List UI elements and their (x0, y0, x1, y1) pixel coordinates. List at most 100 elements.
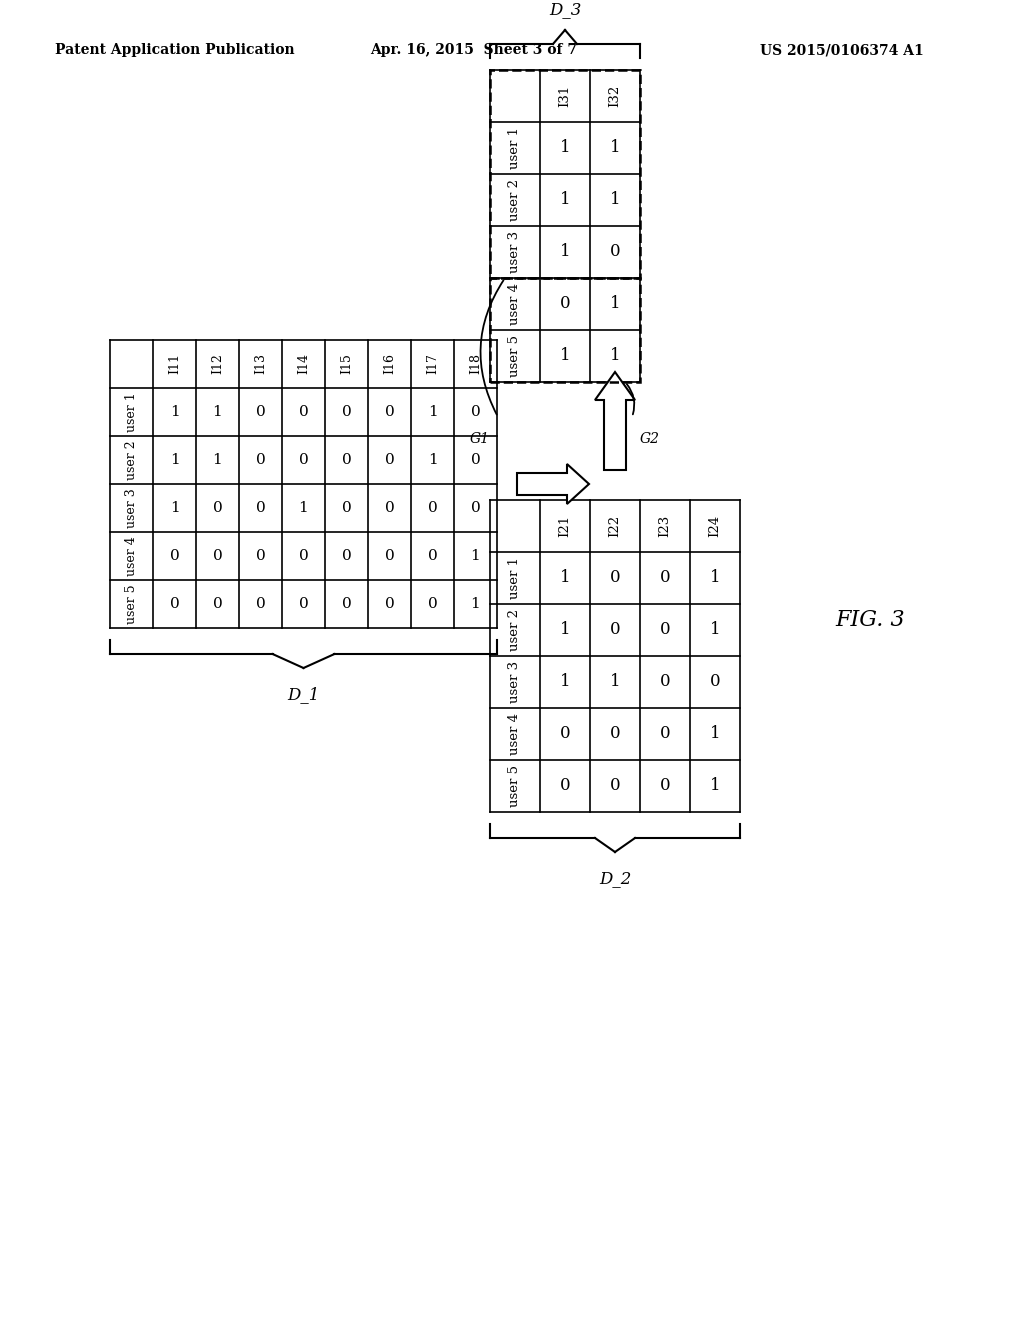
Text: user 1: user 1 (509, 557, 521, 599)
Text: 0: 0 (609, 243, 621, 260)
Text: 1: 1 (609, 673, 621, 690)
Text: 1: 1 (299, 502, 308, 515)
Text: I15: I15 (340, 354, 353, 375)
Text: I32: I32 (608, 84, 622, 107)
Text: I14: I14 (297, 354, 310, 375)
Text: 0: 0 (609, 777, 621, 795)
Text: 0: 0 (385, 453, 394, 467)
Text: Patent Application Publication: Patent Application Publication (55, 44, 295, 57)
Text: 0: 0 (256, 405, 265, 418)
Text: 0: 0 (299, 549, 308, 564)
Text: 1: 1 (213, 453, 222, 467)
Text: 0: 0 (342, 405, 351, 418)
Text: 0: 0 (428, 502, 437, 515)
Bar (490, 279, 640, 381)
Text: user 5: user 5 (509, 766, 521, 807)
Text: D_3: D_3 (549, 1, 582, 18)
Text: user 4: user 4 (125, 536, 138, 576)
Text: 0: 0 (471, 453, 480, 467)
Text: 1: 1 (170, 453, 179, 467)
Text: I16: I16 (383, 354, 396, 375)
Text: D_1: D_1 (288, 686, 319, 704)
Text: 0: 0 (560, 777, 570, 795)
Text: 0: 0 (170, 597, 179, 611)
Text: 1: 1 (609, 140, 621, 157)
Text: user 1: user 1 (125, 392, 138, 432)
Text: 0: 0 (471, 405, 480, 418)
Text: I12: I12 (211, 354, 224, 375)
Text: 1: 1 (170, 502, 179, 515)
Text: user 3: user 3 (509, 231, 521, 273)
Text: 0: 0 (256, 597, 265, 611)
Text: I21: I21 (558, 515, 571, 537)
Text: 1: 1 (710, 777, 720, 795)
Text: 1: 1 (213, 405, 222, 418)
Text: 0: 0 (609, 622, 621, 639)
Text: 0: 0 (342, 502, 351, 515)
Text: 1: 1 (471, 597, 480, 611)
Text: US 2015/0106374 A1: US 2015/0106374 A1 (760, 44, 924, 57)
FancyArrow shape (517, 465, 589, 504)
Text: user 3: user 3 (509, 661, 521, 704)
Text: 0: 0 (299, 405, 308, 418)
Text: 1: 1 (609, 191, 621, 209)
Text: 0: 0 (385, 549, 394, 564)
Text: 0: 0 (428, 597, 437, 611)
Text: 1: 1 (560, 191, 570, 209)
Text: I11: I11 (168, 354, 181, 375)
Text: 0: 0 (342, 453, 351, 467)
Text: 0: 0 (256, 502, 265, 515)
Text: 1: 1 (428, 405, 437, 418)
Text: 0: 0 (609, 726, 621, 742)
Text: 0: 0 (659, 777, 671, 795)
Text: 0: 0 (609, 569, 621, 586)
Text: 1: 1 (710, 569, 720, 586)
Text: I31: I31 (558, 84, 571, 107)
Text: 0: 0 (342, 549, 351, 564)
Text: 0: 0 (299, 597, 308, 611)
Text: 0: 0 (428, 549, 437, 564)
Text: 1: 1 (560, 140, 570, 157)
Text: 1: 1 (560, 243, 570, 260)
Text: 0: 0 (170, 549, 179, 564)
Text: Apr. 16, 2015  Sheet 3 of 7: Apr. 16, 2015 Sheet 3 of 7 (370, 44, 577, 57)
Text: 1: 1 (560, 347, 570, 364)
Text: 0: 0 (385, 597, 394, 611)
Text: 0: 0 (256, 549, 265, 564)
Text: 1: 1 (560, 569, 570, 586)
Text: D_2: D_2 (599, 870, 631, 887)
Text: 1: 1 (560, 622, 570, 639)
Text: 0: 0 (213, 549, 222, 564)
Text: 1: 1 (471, 549, 480, 564)
Text: 0: 0 (710, 673, 720, 690)
Text: 1: 1 (609, 347, 621, 364)
Text: user 5: user 5 (509, 335, 521, 378)
Text: 0: 0 (659, 673, 671, 690)
Text: 0: 0 (560, 726, 570, 742)
Text: user 5: user 5 (125, 585, 138, 624)
Text: 0: 0 (385, 405, 394, 418)
FancyArrow shape (595, 372, 635, 470)
Text: user 2: user 2 (509, 180, 521, 220)
Text: 0: 0 (299, 453, 308, 467)
Text: 1: 1 (609, 296, 621, 313)
Text: FIG. 3: FIG. 3 (836, 609, 905, 631)
Text: I24: I24 (709, 515, 722, 537)
Bar (490, 70, 640, 279)
Text: 0: 0 (471, 502, 480, 515)
Text: user 1: user 1 (509, 127, 521, 169)
Text: 0: 0 (385, 502, 394, 515)
Text: I18: I18 (469, 354, 482, 375)
Text: I13: I13 (254, 354, 267, 375)
Text: user 4: user 4 (509, 282, 521, 325)
Text: user 3: user 3 (125, 488, 138, 528)
Text: user 2: user 2 (509, 609, 521, 651)
Text: user 4: user 4 (509, 713, 521, 755)
Text: 0: 0 (560, 296, 570, 313)
Text: 0: 0 (659, 622, 671, 639)
Text: 1: 1 (170, 405, 179, 418)
Text: 0: 0 (342, 597, 351, 611)
Text: I22: I22 (608, 515, 622, 537)
Text: 0: 0 (256, 453, 265, 467)
Text: 0: 0 (213, 502, 222, 515)
